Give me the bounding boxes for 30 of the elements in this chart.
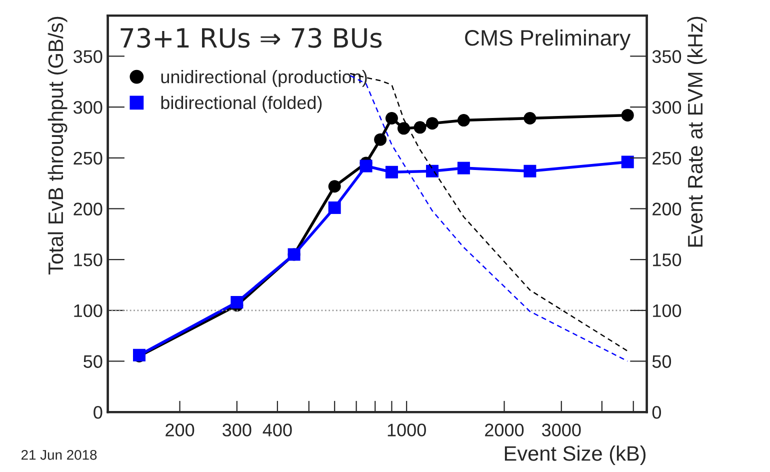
y-tick-label: 200: [74, 202, 102, 216]
y2-tick-label: 250: [652, 152, 682, 165]
y-tick-label: 0: [94, 406, 102, 419]
x-tick-label: 1000: [388, 424, 426, 436]
y2-tick-label: 50: [652, 355, 672, 368]
legend-label: unidirectional (production): [161, 70, 367, 87]
y-tick-label: 150: [74, 254, 102, 266]
y2-axis-title: Event Rate at EVM (kHz): [687, 16, 707, 247]
x-tick-label: 200: [166, 424, 194, 436]
y-tick-label: 250: [74, 152, 102, 165]
chart-title: 73+1 RUs ⇒ 73 BUs: [120, 28, 382, 48]
legend-label: bidirectional (folded): [161, 96, 322, 113]
y2-tick-label: 300: [652, 101, 682, 114]
y2-tick-label: 350: [652, 50, 682, 63]
y-tick-label: 300: [74, 101, 102, 114]
y-axis-title: Total EvB throughput (GB/s): [48, 16, 68, 274]
y-tick-label: 50: [84, 355, 102, 368]
x-tick-label: 2000: [485, 424, 524, 436]
text: 21 Jun 2018: [21, 450, 97, 460]
y2-tick-label: 0: [652, 406, 661, 419]
y-tick-label: 350: [74, 50, 102, 63]
y-tick-label: 100: [74, 304, 102, 318]
y2-tick-label: 150: [653, 254, 682, 266]
annotation: CMS Preliminary: [465, 29, 631, 50]
x-tick-label: 400: [262, 424, 292, 436]
x-axis-title: Event Size (kB): [504, 446, 646, 465]
x-tick-label: 3000: [542, 424, 581, 436]
x-tick-label: 300: [222, 424, 252, 436]
y2-tick-label: 200: [652, 202, 682, 216]
y2-tick-label: 100: [653, 304, 682, 318]
